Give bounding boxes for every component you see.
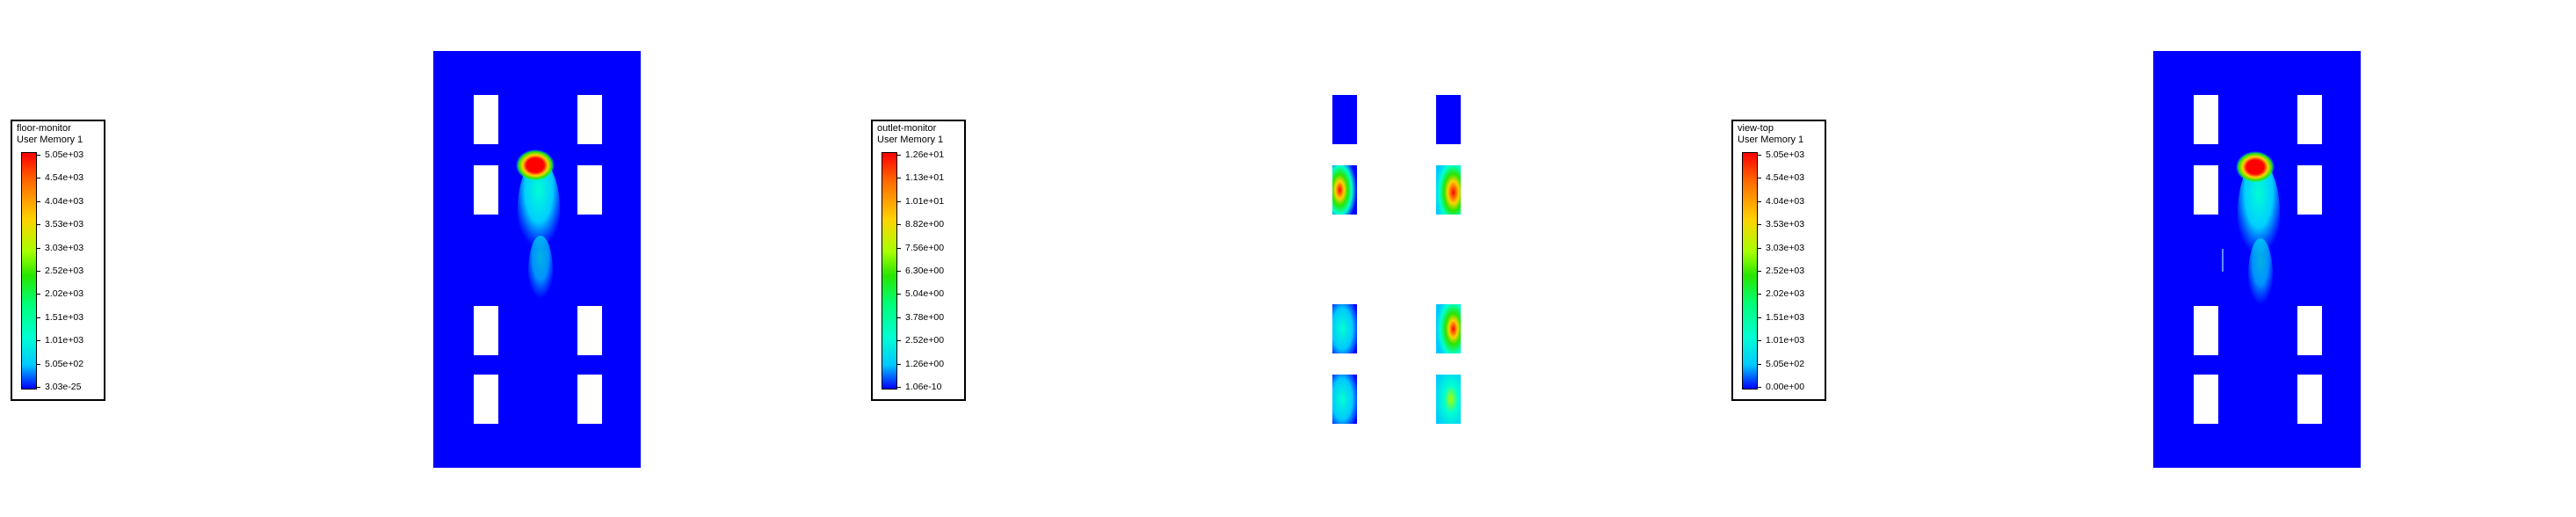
hot-spot [516, 149, 555, 181]
colorbar-tick [37, 200, 40, 202]
plume [2238, 161, 2280, 266]
colorbar-tick [1758, 363, 1761, 365]
legend-subtitle: User Memory 1 [877, 135, 944, 145]
colorbar-tick-label: 2.52e+00 [905, 335, 945, 346]
contour-plot [1332, 95, 1461, 424]
colorbar-tick [37, 340, 40, 342]
colorbar-tick-label: 6.30e+00 [905, 266, 945, 276]
colorbar-tick [897, 340, 901, 342]
colorbar-tick [1758, 224, 1761, 226]
colorbar-tick-label: 3.53e+03 [1766, 219, 1805, 230]
colorbar [882, 152, 897, 390]
colorbar-tick-label: 1.13e+01 [905, 172, 945, 184]
openings [2194, 95, 2322, 424]
legend-floor-monitor: floor-monitor User Memory 1 5.05e+03 4.54… [11, 120, 105, 401]
hot-spot [2236, 151, 2275, 183]
colorbar-tick-label: 5.05e+03 [1766, 149, 1805, 160]
colorbar-tick-label: 5.04e+00 [905, 288, 945, 300]
outlet-faces [1332, 95, 1461, 424]
colorbar-tick-label: 1.26e+00 [905, 358, 945, 369]
colorbar-tick-label: 4.04e+03 [45, 195, 84, 207]
plume [518, 160, 560, 258]
colorbar-tick-label: 0.00e+00 [1766, 382, 1805, 392]
colorbar-tick-label: 5.05e+02 [1766, 358, 1805, 369]
colorbar-tick [897, 294, 901, 295]
colorbar-tick [1758, 247, 1761, 249]
colorbar-tick [897, 387, 901, 388]
colorbar-tick [897, 247, 901, 249]
colorbar-tick [897, 271, 901, 272]
colorbar-tick [37, 363, 40, 365]
colorbar-tick-label: 3.03e-25 [45, 382, 82, 392]
legend-outlet-monitor: outlet-monitor User Memory 1 1.26e+01 1.1… [871, 120, 966, 401]
contour-plot [433, 51, 641, 468]
colorbar-tick [1758, 271, 1761, 272]
colorbar-tick [37, 271, 40, 272]
colorbar-tick-label: 2.52e+03 [45, 266, 84, 276]
contour-panel-floor-monitor [433, 51, 641, 468]
colorbar-tick [897, 363, 901, 365]
colorbar-tick-label: 4.04e+03 [1766, 195, 1805, 207]
colorbar [21, 152, 37, 390]
colorbar-tick [897, 224, 901, 226]
colorbar-tick-label: 4.54e+03 [45, 172, 84, 184]
colorbar-tick [897, 155, 901, 156]
colorbar-tick-label: 3.03e+03 [45, 242, 84, 253]
colorbar-tick [1758, 294, 1761, 295]
colorbar [1742, 152, 1758, 390]
colorbar-tick [897, 317, 901, 318]
colorbar-tick [37, 294, 40, 295]
colorbar-tick-label: 1.01e+03 [1766, 335, 1805, 346]
colorbar-tick [1758, 200, 1761, 202]
colorbar-tick [37, 224, 40, 226]
colorbar-tick-label: 1.01e+01 [905, 195, 945, 207]
legend-title: view-top [1738, 123, 1774, 134]
colorbar-tick [1758, 387, 1761, 388]
colorbar-tick [1758, 155, 1761, 156]
colorbar-tick [37, 247, 40, 249]
legend-subtitle: User Memory 1 [1738, 135, 1804, 145]
legend-title: outlet-monitor [877, 123, 937, 134]
colorbar-tick [37, 317, 40, 318]
colorbar-tick-label: 8.82e+00 [905, 219, 945, 230]
colorbar-tick-label: 1.26e+01 [905, 149, 945, 160]
openings [474, 95, 602, 424]
colorbar-tick-label: 1.51e+03 [45, 311, 84, 323]
contour-panel-outlet-monitor [1332, 95, 1461, 426]
colorbar-tick [37, 155, 40, 156]
colorbar-tick [1758, 317, 1761, 318]
colorbar-tick-label: 1.06e-10 [905, 382, 942, 392]
colorbar-tick [897, 200, 901, 202]
colorbar-tick [1758, 340, 1761, 342]
colorbar-tick-label: 2.52e+03 [1766, 266, 1805, 276]
colorbar-tick-label: 2.02e+03 [45, 288, 84, 300]
contour-plot [2153, 51, 2361, 468]
colorbar-tick-label: 5.05e+02 [45, 358, 84, 369]
legend-view-top: view-top User Memory 1 5.05e+03 4.54e+03 4… [1731, 120, 1826, 401]
colorbar-tick-label: 7.56e+00 [905, 242, 945, 253]
contour-panel-view-top [2153, 51, 2361, 468]
colorbar-tick-label: 2.02e+03 [1766, 288, 1805, 300]
colorbar-tick-label: 1.01e+03 [45, 335, 84, 346]
colorbar-tick-label: 1.51e+03 [1766, 311, 1805, 323]
colorbar-tick-label: 5.05e+03 [45, 149, 84, 160]
colorbar-tick-label: 3.53e+03 [45, 219, 84, 230]
legend-subtitle: User Memory 1 [17, 135, 83, 145]
colorbar-tick-label: 4.54e+03 [1766, 172, 1805, 184]
colorbar-tick [37, 387, 40, 388]
colorbar-tick-label: 3.03e+03 [1766, 242, 1805, 253]
legend-title: floor-monitor [17, 123, 71, 134]
colorbar-tick-label: 3.78e+00 [905, 311, 945, 323]
